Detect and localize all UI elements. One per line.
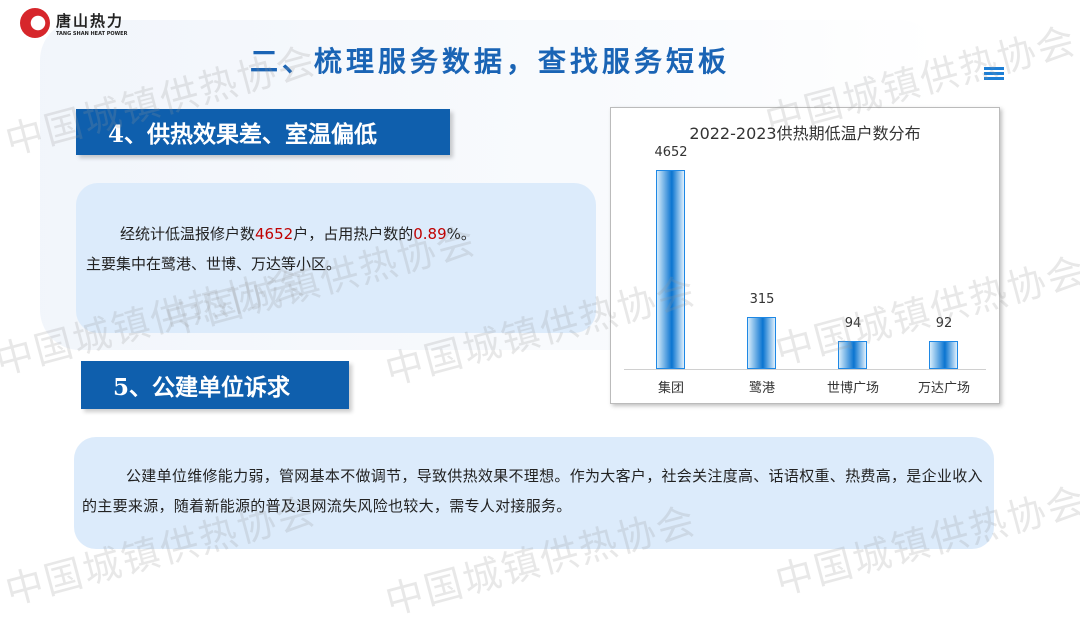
bar-0 bbox=[656, 170, 685, 369]
x-axis bbox=[624, 369, 986, 370]
chart-title: 2022-2023供热期低温户数分布 bbox=[689, 124, 921, 143]
section-4-heading: 4、供热效果差、室温偏低 bbox=[76, 109, 450, 155]
bar-2 bbox=[838, 340, 867, 369]
bar-3 bbox=[929, 341, 958, 369]
section-4-card: 经统计低温报修户数4652户，占用热户数的0.89%。 主要集中在鹭港、世博、万… bbox=[76, 183, 596, 333]
section-5-card: 公建单位维修能力弱，管网基本不做调节，导致供热效果不理想。作为大客户，社会关注度… bbox=[74, 437, 994, 549]
logo-icon bbox=[20, 8, 50, 38]
data-label: 4652 bbox=[654, 145, 688, 160]
menu-icon[interactable] bbox=[984, 67, 1004, 82]
logo-cn: 唐山热力 bbox=[56, 11, 125, 30]
category-label: 世博广场 bbox=[826, 381, 879, 396]
data-label: 94 bbox=[844, 315, 862, 331]
page-title: 二、梳理服务数据，查找服务短板 bbox=[250, 45, 731, 78]
category-label: 集团 bbox=[657, 381, 684, 396]
section-4-line1: 经统计低温报修户数4652户，占用热户数的0.89%。 bbox=[120, 225, 476, 243]
category-label: 鹭港 bbox=[748, 381, 775, 396]
section-4-line2: 主要集中在鹭港、世博、万达等小区。 bbox=[86, 255, 342, 273]
category-label: 万达广场 bbox=[917, 381, 970, 396]
bar-1 bbox=[747, 317, 776, 369]
logo: 唐山热力 TANG SHAN HEAT POWER bbox=[20, 8, 127, 38]
logo-en: TANG SHAN HEAT POWER bbox=[56, 30, 128, 37]
section-5-heading: 5、公建单位诉求 bbox=[81, 361, 349, 409]
bar-chart: 2022-2023供热期低温户数分布 4652 集团 315 鹭港 94 世博广场 92 万达… bbox=[610, 107, 1000, 404]
data-label: 92 bbox=[935, 316, 953, 331]
data-label: 315 bbox=[749, 292, 775, 308]
